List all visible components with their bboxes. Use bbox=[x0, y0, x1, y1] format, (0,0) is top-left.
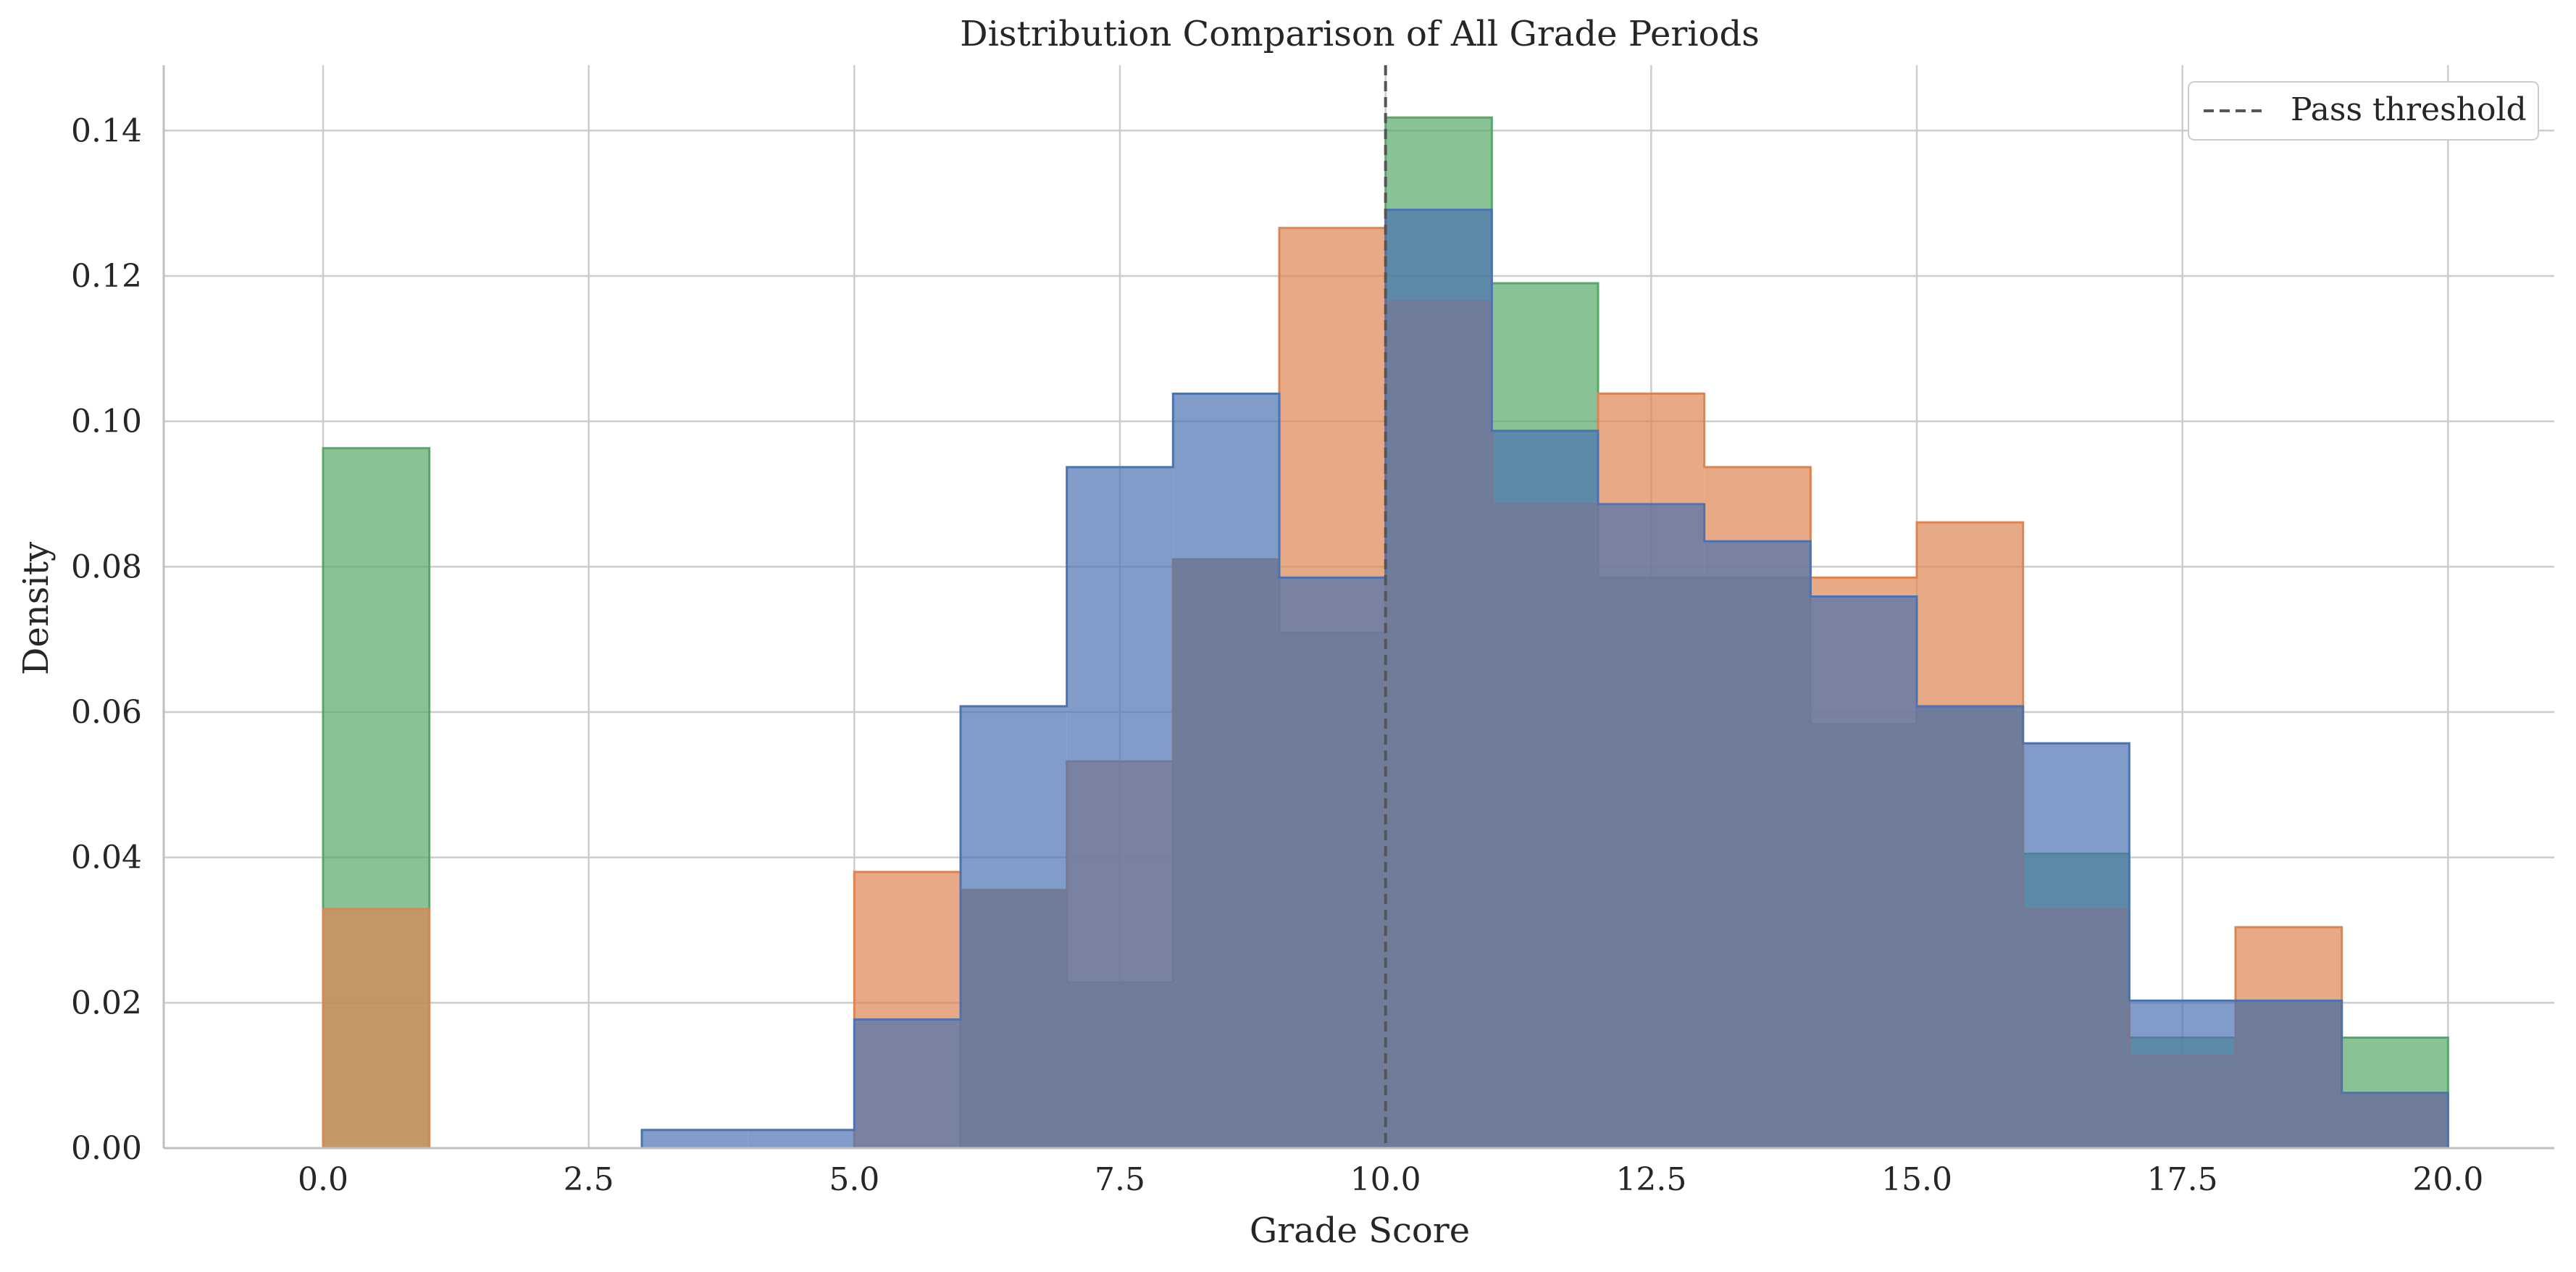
histogram-bar bbox=[1917, 706, 2023, 1148]
histogram-bar bbox=[1385, 209, 1492, 1149]
y-tick-label: 0.10 bbox=[71, 403, 142, 440]
x-tick-label: 12.5 bbox=[1615, 1161, 1686, 1198]
histogram-bar bbox=[1492, 430, 1598, 1148]
y-tick-label: 0.00 bbox=[71, 1130, 142, 1167]
histogram-bar bbox=[2341, 1092, 2449, 1148]
histogram-bar bbox=[642, 1129, 748, 1148]
histogram-bar bbox=[1810, 596, 1917, 1148]
series-2 bbox=[323, 209, 2449, 1150]
x-tick-label: 10.0 bbox=[1350, 1161, 1421, 1198]
histogram-bar bbox=[1173, 393, 1279, 1148]
x-tick-label: 15.0 bbox=[1881, 1161, 1952, 1198]
y-tick-label: 0.14 bbox=[71, 112, 142, 149]
histogram-bar bbox=[1279, 577, 1386, 1148]
legend-label-pass-threshold: Pass threshold bbox=[2291, 91, 2527, 128]
x-axis-label: Grade Score bbox=[1250, 1210, 1470, 1251]
histogram-bar bbox=[2129, 1000, 2236, 1148]
x-tick-label: 17.5 bbox=[2147, 1161, 2218, 1198]
y-tick-label: 0.12 bbox=[71, 258, 142, 295]
histogram-bar bbox=[1598, 504, 1705, 1148]
histogram-bar bbox=[2023, 743, 2130, 1148]
histogram-bar bbox=[2236, 1000, 2342, 1148]
histogram-series bbox=[322, 116, 2449, 1150]
y-tick-label: 0.06 bbox=[71, 694, 142, 731]
axes bbox=[162, 65, 2554, 1150]
y-tick-label: 0.02 bbox=[71, 984, 142, 1021]
x-tick-label: 20.0 bbox=[2412, 1161, 2483, 1198]
histogram-bar bbox=[961, 706, 1067, 1148]
x-tick-label: 5.0 bbox=[829, 1161, 879, 1198]
histogram-bar bbox=[1704, 541, 1811, 1148]
tick-labels: 0.0 2.5 5.0 7.5 10.0 12.5 15.0 17.5 20.0 0.00 0.02… bbox=[71, 112, 2483, 1198]
x-tick-label: 7.5 bbox=[1095, 1161, 1145, 1198]
y-tick-label: 0.04 bbox=[71, 840, 142, 876]
y-tick-label: 0.08 bbox=[71, 548, 142, 585]
legend: Pass threshold bbox=[2188, 81, 2539, 141]
histogram-bar bbox=[748, 1129, 855, 1148]
histogram-bar bbox=[854, 1019, 961, 1148]
series-outline bbox=[323, 209, 2449, 1150]
histogram-bar bbox=[1066, 466, 1174, 1148]
histogram-bar bbox=[323, 908, 430, 1148]
x-tick-label: 0.0 bbox=[298, 1161, 348, 1198]
legend-box bbox=[2188, 81, 2539, 141]
x-tick-label: 2.5 bbox=[564, 1161, 614, 1198]
y-axis-label: Density bbox=[16, 542, 57, 675]
chart-title: Distribution Comparison of All Grade Per… bbox=[960, 14, 1760, 54]
